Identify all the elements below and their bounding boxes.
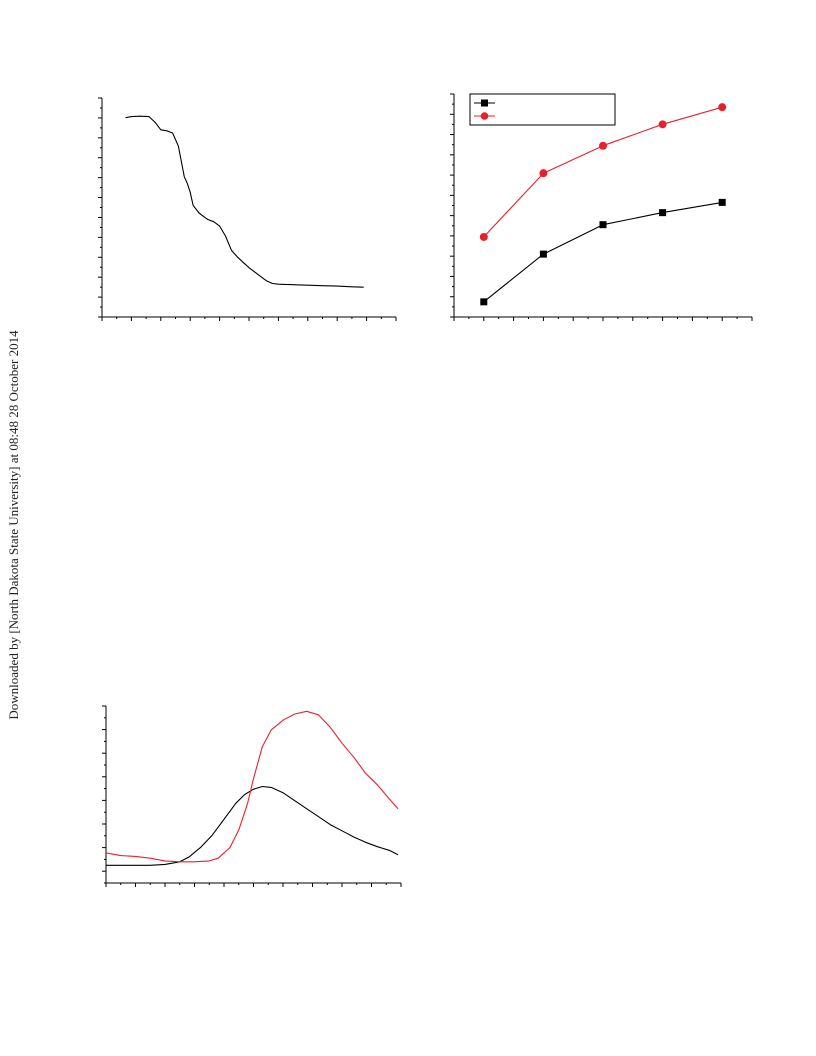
series-1-line: [105, 710, 399, 863]
download-watermark: Downloaded by [North Dakota State Univer…: [6, 330, 21, 719]
watermark-text: Downloaded by [North Dakota State Univer…: [6, 330, 21, 720]
series-0-point: [718, 198, 726, 206]
series-1-point: [658, 120, 667, 129]
series-0-point: [480, 298, 488, 306]
series-0-line: [106, 785, 399, 866]
legend-marker-0: [481, 99, 488, 107]
series-0-point: [659, 209, 667, 217]
series-1-line: [483, 106, 723, 238]
series-1-point: [539, 169, 548, 178]
chart-top-left: [98, 97, 397, 321]
chart-bottom-left: [102, 705, 402, 887]
series-0-line: [125, 115, 364, 288]
series-0-line: [483, 201, 723, 303]
series-0-point: [599, 221, 607, 229]
series-1-point: [718, 103, 727, 112]
series-0-point: [539, 250, 547, 258]
legend-marker-1: [480, 112, 489, 120]
series-1-point: [479, 232, 488, 241]
series-1-point: [599, 141, 607, 150]
chart-top-right: [450, 93, 753, 321]
legend-box: [469, 93, 616, 126]
